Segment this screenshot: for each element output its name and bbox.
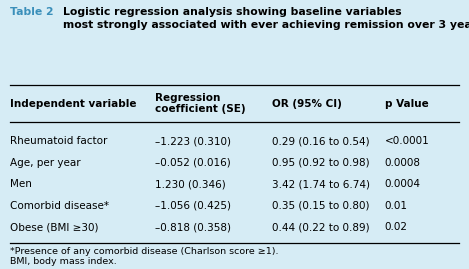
Text: Obese (BMI ≥30): Obese (BMI ≥30) xyxy=(10,222,99,232)
Text: 0.0004: 0.0004 xyxy=(385,179,421,189)
Text: Regression
coefficient (SE): Regression coefficient (SE) xyxy=(155,93,245,114)
Text: –1.223 (0.310): –1.223 (0.310) xyxy=(155,136,231,146)
Text: BMI, body mass index.: BMI, body mass index. xyxy=(10,257,117,266)
Text: p Value: p Value xyxy=(385,98,428,109)
Text: 0.01: 0.01 xyxy=(385,201,408,211)
Text: *Presence of any comorbid disease (Charlson score ≥1).: *Presence of any comorbid disease (Charl… xyxy=(10,247,279,256)
Text: <0.0001: <0.0001 xyxy=(385,136,429,146)
Text: 0.95 (0.92 to 0.98): 0.95 (0.92 to 0.98) xyxy=(272,158,370,168)
Text: 1.230 (0.346): 1.230 (0.346) xyxy=(155,179,226,189)
Text: 0.35 (0.15 to 0.80): 0.35 (0.15 to 0.80) xyxy=(272,201,370,211)
Text: Logistic regression analysis showing baseline variables
most strongly associated: Logistic regression analysis showing bas… xyxy=(63,7,469,30)
Text: 0.44 (0.22 to 0.89): 0.44 (0.22 to 0.89) xyxy=(272,222,370,232)
Text: Age, per year: Age, per year xyxy=(10,158,81,168)
Text: OR (95% CI): OR (95% CI) xyxy=(272,98,342,109)
Text: Men: Men xyxy=(10,179,32,189)
Text: Comorbid disease*: Comorbid disease* xyxy=(10,201,109,211)
Text: 0.02: 0.02 xyxy=(385,222,408,232)
Text: 0.0008: 0.0008 xyxy=(385,158,421,168)
Text: –0.052 (0.016): –0.052 (0.016) xyxy=(155,158,231,168)
Text: Table 2: Table 2 xyxy=(10,7,54,17)
Text: 3.42 (1.74 to 6.74): 3.42 (1.74 to 6.74) xyxy=(272,179,370,189)
Text: –1.056 (0.425): –1.056 (0.425) xyxy=(155,201,231,211)
Text: 0.29 (0.16 to 0.54): 0.29 (0.16 to 0.54) xyxy=(272,136,370,146)
Text: –0.818 (0.358): –0.818 (0.358) xyxy=(155,222,231,232)
Text: Rheumatoid factor: Rheumatoid factor xyxy=(10,136,108,146)
Text: Independent variable: Independent variable xyxy=(10,98,137,109)
